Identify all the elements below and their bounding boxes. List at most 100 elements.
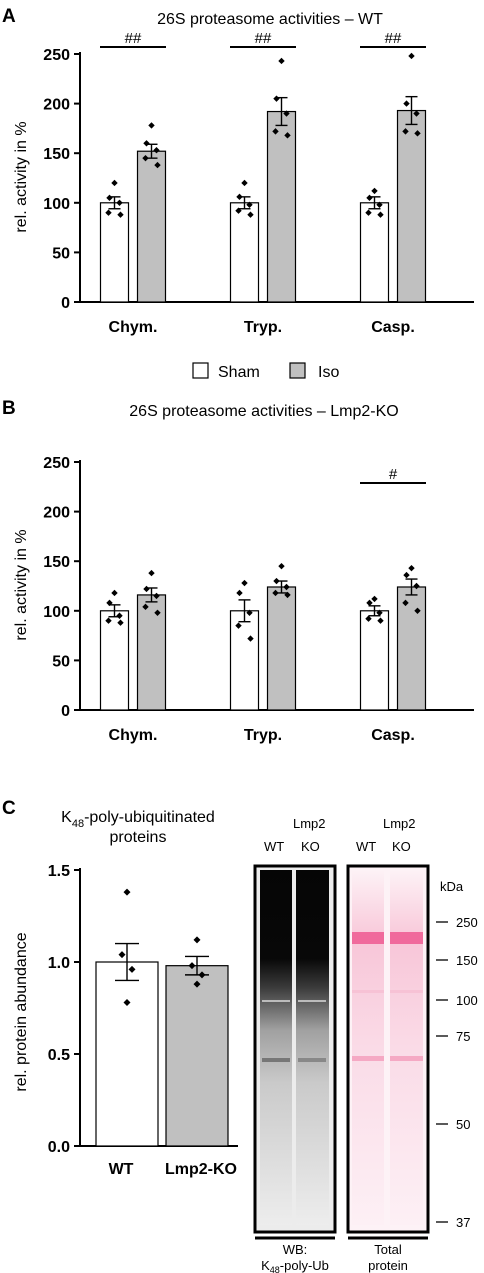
data-point — [198, 971, 206, 979]
data-point — [241, 179, 248, 187]
data-point — [403, 571, 410, 579]
size-marker-label: 75 — [456, 1029, 470, 1044]
x-category-label: Chym. — [109, 319, 158, 336]
data-point — [366, 599, 373, 607]
y-tick-label: 0.5 — [48, 1047, 70, 1064]
chart-lmp2ko-significance: # — [360, 466, 426, 484]
western-blot-image — [253, 864, 337, 1234]
bar-lmp2-ko — [165, 965, 229, 1147]
significance-label: ## — [125, 30, 142, 47]
data-point — [246, 201, 253, 208]
legend-iso-label: Iso — [318, 364, 339, 381]
size-markers: 250 150 100 75 50 37 — [436, 915, 478, 1230]
data-point — [235, 207, 242, 214]
data-point — [116, 199, 123, 206]
tp-label-line1: Total — [374, 1242, 402, 1257]
y-tick-label: 100 — [43, 604, 70, 621]
data-point — [143, 585, 150, 593]
y-tick-label: 1.0 — [48, 955, 70, 972]
y-tick-label: 1.5 — [48, 863, 70, 880]
chart-wt-ylabel: rel. activity in % — [13, 121, 30, 232]
data-point — [128, 965, 136, 973]
data-point — [371, 595, 378, 603]
data-point — [402, 128, 409, 135]
y-tick-label: 200 — [43, 97, 70, 114]
bar-sham — [229, 202, 260, 303]
data-point — [273, 577, 280, 585]
data-point — [284, 132, 291, 139]
data-point — [123, 998, 131, 1006]
total-protein-image — [346, 864, 430, 1234]
data-point — [148, 569, 155, 577]
data-point — [273, 95, 280, 102]
data-point — [247, 211, 254, 218]
y-tick-label: 50 — [52, 653, 70, 670]
data-point — [376, 609, 383, 616]
y-tick-label: 0 — [61, 295, 70, 312]
data-point — [278, 562, 285, 570]
bar-iso — [396, 586, 427, 711]
significance-label: # — [389, 466, 398, 483]
chart-ubiquitin-marks — [95, 888, 229, 1147]
size-marker-label: 37 — [456, 1215, 470, 1230]
chart-ubiquitin-xlabels: WT Lmp2-KO — [109, 1161, 237, 1178]
data-point — [118, 951, 126, 959]
data-point — [272, 589, 279, 597]
data-point — [377, 211, 384, 218]
data-point — [408, 564, 415, 572]
data-point — [247, 635, 254, 642]
data-point — [117, 619, 124, 626]
tp-header-ko: KO — [392, 839, 411, 854]
data-point — [116, 612, 123, 619]
data-point — [154, 161, 161, 169]
wb-header-ko: KO — [301, 839, 320, 854]
chart-ubiquitin-ylabel: rel. protein abundance — [13, 932, 30, 1091]
y-tick-label: 150 — [43, 554, 70, 571]
chart-ubiquitin: K48-poly-ubiquitinated proteins rel. pro… — [13, 809, 238, 1178]
data-point — [278, 57, 285, 65]
bar-sham — [229, 610, 260, 711]
data-point — [193, 980, 201, 988]
chart-wt-title: 26S proteasome activities – WT — [157, 11, 383, 28]
data-point — [283, 110, 290, 117]
data-point — [414, 607, 421, 614]
data-point — [413, 582, 420, 590]
y-tick-label: 150 — [43, 146, 70, 163]
chart-lmp2ko-xlabels: Chym. Tryp. Casp. — [109, 727, 415, 744]
data-point — [142, 154, 149, 162]
y-tick-label: 100 — [43, 196, 70, 213]
bar-iso — [136, 594, 167, 711]
data-point — [154, 609, 161, 616]
data-point — [111, 589, 118, 597]
data-point — [111, 179, 118, 187]
data-point — [403, 100, 410, 107]
data-point — [377, 617, 384, 624]
tp-label-line2: protein — [368, 1258, 408, 1273]
y-tick-label: 250 — [43, 455, 70, 472]
size-marker-label: 100 — [456, 993, 478, 1008]
bar-sham — [99, 202, 130, 303]
panel-letter-a: A — [2, 6, 16, 27]
tp-header-lmp2: Lmp2 — [383, 816, 416, 831]
data-point — [284, 591, 291, 599]
y-tick-label: 250 — [43, 47, 70, 64]
significance-label: ## — [255, 30, 272, 47]
x-category-label: Lmp2-KO — [165, 1161, 237, 1178]
x-category-label: Casp. — [371, 319, 415, 336]
data-point — [413, 110, 420, 117]
panel-letter-c: C — [2, 798, 16, 819]
bar-wt — [95, 961, 159, 1147]
data-point — [193, 936, 201, 944]
data-point — [371, 187, 378, 195]
data-point — [366, 194, 373, 202]
legend: Sham Iso — [192, 362, 339, 381]
data-point — [106, 194, 113, 202]
data-point — [148, 122, 155, 129]
data-point — [283, 583, 290, 591]
data-point — [117, 211, 124, 218]
data-point — [272, 128, 279, 135]
legend-iso-swatch — [289, 362, 306, 379]
chart-wt: 26S proteasome activities – WT rel. acti… — [13, 11, 474, 336]
data-point — [365, 209, 372, 216]
